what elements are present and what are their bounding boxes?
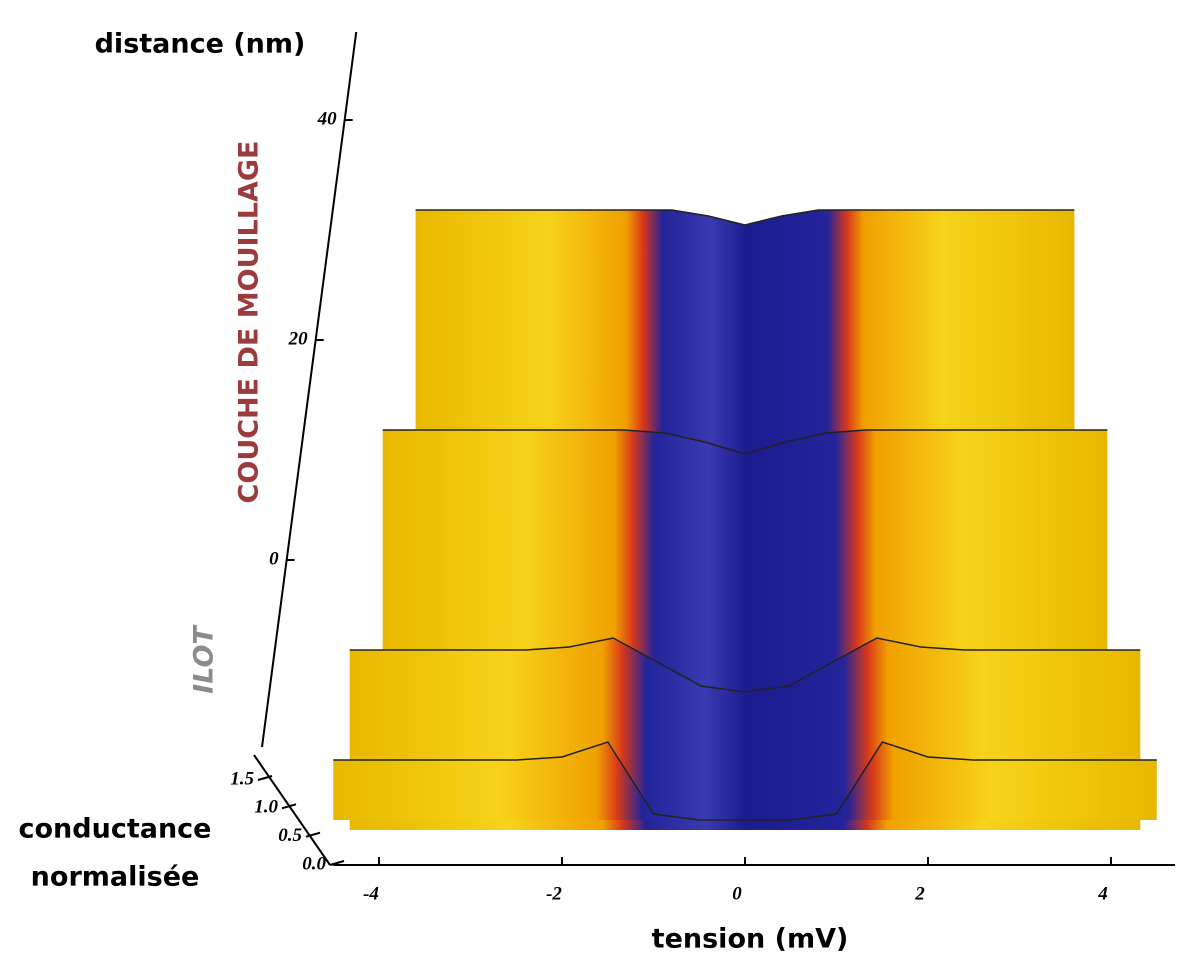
z-tick-label: 0.0: [302, 853, 326, 874]
z-tick-label: 1.5: [230, 768, 254, 789]
surface-band: [333, 742, 1157, 820]
x-axis-label: tension (mV): [652, 924, 849, 955]
z-axis: [253, 754, 331, 866]
x-tick-label: 0: [732, 883, 742, 904]
profile-line: [382, 429, 1108, 455]
x-tick-label: 2: [914, 883, 925, 904]
x-tick-label: -2: [546, 883, 562, 904]
x-tick-label: -4: [363, 883, 379, 904]
profile-line: [415, 209, 1075, 226]
surface: [333, 209, 1157, 830]
y-tick-label: 0: [269, 548, 279, 569]
y-axis: [261, 31, 358, 748]
y-tick-label: 20: [288, 328, 309, 349]
z-tick: [281, 803, 297, 810]
profile-line: [349, 637, 1141, 693]
y-tick-label: 40: [317, 108, 338, 129]
annotation: ILOT: [189, 624, 220, 694]
z-tick: [257, 775, 273, 781]
z-tick: [329, 860, 345, 866]
annotation: COUCHE DE MOUILLAGE: [234, 141, 265, 504]
profile-line: [333, 741, 1157, 821]
z-tick: [305, 831, 321, 838]
y-axis-label: distance (nm): [95, 29, 306, 60]
z-tick-label: 0.5: [278, 825, 302, 846]
z-axis-label: normalisée: [31, 862, 200, 893]
z-axis-label: conductance: [19, 814, 212, 845]
z-tick-label: 1.0: [254, 797, 278, 818]
x-tick-label: 4: [1097, 883, 1108, 904]
